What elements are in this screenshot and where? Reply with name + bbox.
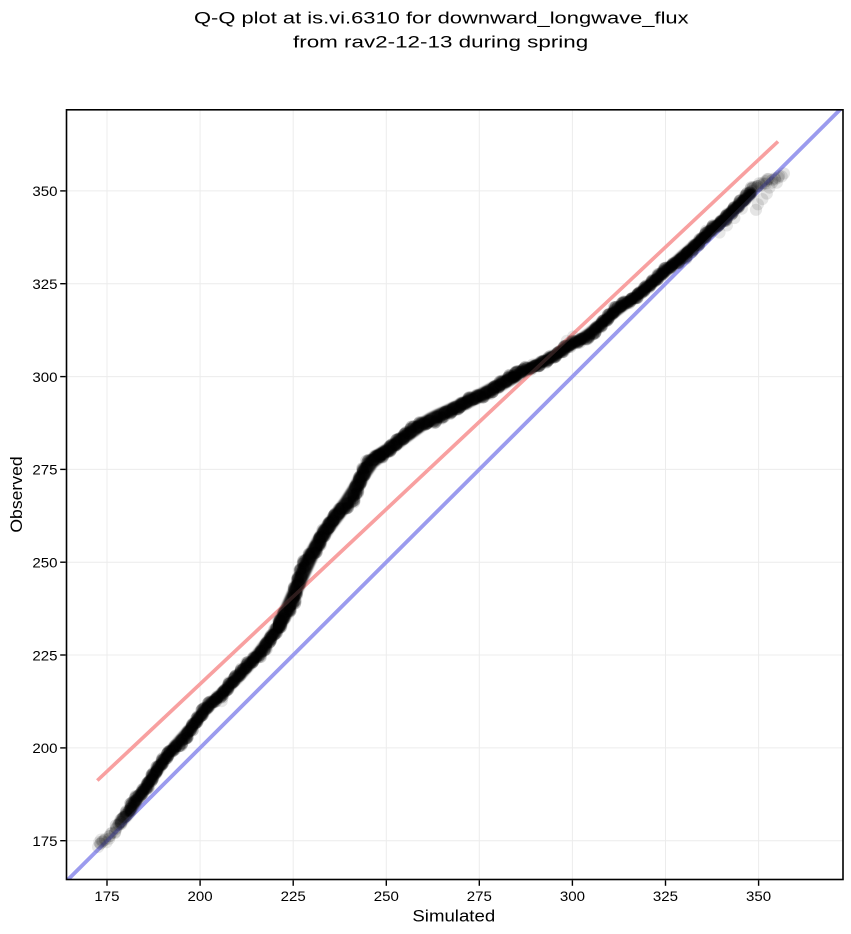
svg-text:225: 225 bbox=[281, 889, 306, 905]
svg-text:Q-Q plot at is.vi.6310 for dow: Q-Q plot at is.vi.6310 for downward_long… bbox=[194, 10, 690, 28]
svg-text:175: 175 bbox=[32, 834, 57, 850]
svg-text:350: 350 bbox=[746, 889, 771, 905]
svg-text:325: 325 bbox=[653, 889, 678, 905]
svg-text:300: 300 bbox=[32, 370, 57, 386]
svg-text:200: 200 bbox=[32, 741, 57, 757]
svg-text:250: 250 bbox=[32, 556, 57, 572]
svg-text:350: 350 bbox=[32, 184, 57, 200]
svg-text:325: 325 bbox=[32, 277, 57, 293]
svg-text:275: 275 bbox=[467, 889, 492, 905]
svg-text:250: 250 bbox=[374, 889, 399, 905]
svg-text:Simulated: Simulated bbox=[412, 908, 495, 926]
svg-text:300: 300 bbox=[560, 889, 585, 905]
svg-text:from rav2-12-13 during spring: from rav2-12-13 during spring bbox=[293, 34, 588, 52]
svg-text:225: 225 bbox=[32, 648, 57, 664]
svg-text:175: 175 bbox=[94, 889, 119, 905]
svg-text:Observed: Observed bbox=[8, 456, 26, 532]
svg-text:200: 200 bbox=[188, 889, 213, 905]
svg-text:275: 275 bbox=[32, 463, 57, 479]
